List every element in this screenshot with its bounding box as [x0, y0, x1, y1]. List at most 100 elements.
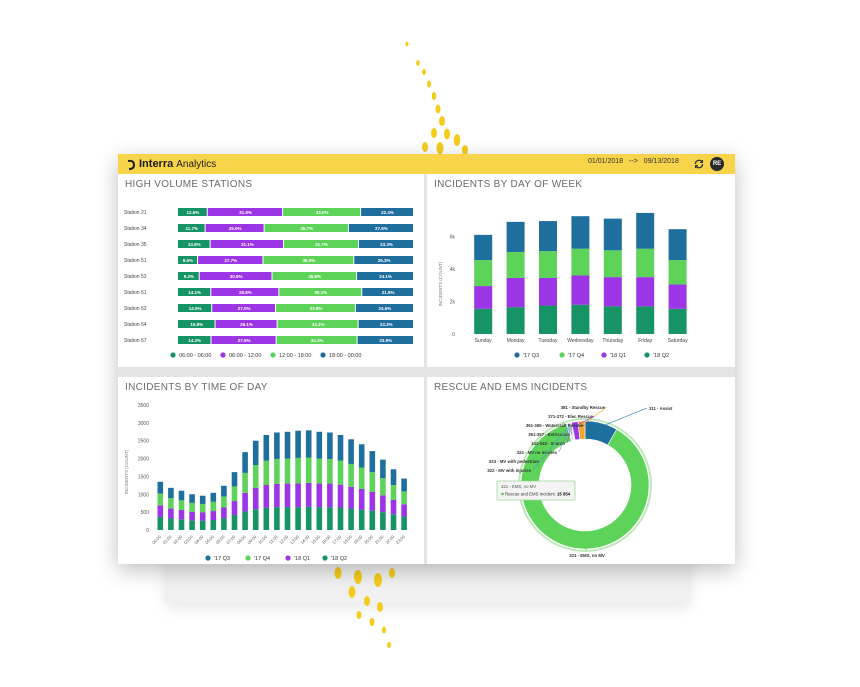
station-bar-label: 33.8%	[310, 306, 323, 311]
leader-line	[575, 415, 596, 427]
station-bar-segment	[178, 288, 211, 296]
legend-swatch	[644, 352, 650, 358]
decor-dot	[439, 116, 445, 126]
tod-bar-segment	[242, 452, 248, 473]
tod-bar-segment	[337, 435, 344, 461]
tod-bar-segment	[210, 511, 217, 520]
chart-high-volume-stations: Station 21 12.6% 31.9% 33.0% 22.4% Station 34…	[124, 208, 413, 359]
station-bar-segment	[263, 256, 354, 264]
station-label: Station 34	[124, 226, 147, 232]
tod-bar-segment	[284, 507, 291, 530]
tooltip-label: Rescue and EMS Incident:	[505, 492, 556, 497]
tooltip-value: 15 854	[557, 492, 571, 497]
date-range-picker[interactable]: 01/01/2018 --> 09/13/2018	[588, 158, 679, 165]
tooltip-title: 321 - EMS, no MV	[501, 484, 536, 489]
station-bar-segment	[358, 320, 413, 328]
legend-label: 06:00 - 06:00	[179, 353, 211, 359]
tod-bar-segment	[178, 490, 185, 501]
tod-bar-segment	[252, 487, 259, 510]
station-bar-segment	[178, 272, 199, 280]
dow-bar-segment	[571, 216, 590, 249]
brand[interactable]: Interra Analytics	[127, 157, 216, 171]
dow-bar-segment	[636, 306, 655, 334]
legend-swatch	[514, 352, 520, 358]
date-from[interactable]: 01/01/2018	[588, 158, 624, 165]
dow-bar-segment	[506, 307, 525, 334]
tod-bar-segment	[316, 431, 323, 459]
tod-bar-segment	[231, 472, 238, 487]
tooltip-bullet	[501, 492, 504, 496]
station-bar-segment	[272, 272, 357, 280]
station-bar-label: 12.6%	[187, 210, 200, 215]
station-bar-label: 27.6%	[238, 338, 251, 343]
tooltip-box	[496, 480, 576, 501]
decor-dot	[364, 596, 370, 606]
brand-subtitle: Analytics	[176, 158, 217, 170]
tod-bar-segment	[358, 509, 365, 530]
refresh-icon[interactable]	[692, 157, 706, 171]
tod-bar-segment	[178, 500, 185, 510]
x-tick-label: 03:00	[183, 534, 194, 545]
tod-bar-segment	[210, 492, 217, 502]
decor-dot	[416, 60, 420, 66]
station-bar-label: 25.3%	[378, 258, 391, 263]
date-to[interactable]: 09/13/2018	[643, 158, 679, 165]
tod-bar-segment	[189, 520, 195, 530]
legend-label: 06:00 - 12:00	[229, 353, 261, 359]
station-bar-segment	[178, 304, 212, 312]
tod-bar-segment	[401, 504, 407, 517]
x-tick-label: 11:00	[268, 534, 279, 545]
legend-label: '18 Q1	[294, 556, 310, 562]
tod-bar-segment	[157, 481, 164, 494]
station-bar-segment	[355, 304, 413, 312]
station-bar-label: 27.6%	[375, 226, 388, 231]
tod-bar-segment	[295, 483, 301, 508]
date-arrow: -->	[629, 158, 638, 165]
slice-label: 311 - Assist	[649, 406, 673, 411]
tod-bar-segment	[348, 508, 354, 530]
station-bar-segment	[357, 272, 413, 280]
station-bar-label: 31.1%	[241, 242, 254, 247]
station-bar-label: 25.0%	[229, 226, 242, 231]
tod-bar-segment	[380, 478, 386, 496]
decor-dot	[334, 567, 342, 579]
station-bar-segment	[211, 336, 276, 344]
dow-bar-segment	[636, 277, 655, 307]
x-tick-label: Tuesday	[539, 338, 558, 344]
leader-line	[566, 426, 571, 444]
y-tick-label: 500	[141, 510, 150, 516]
station-bar-segment	[276, 304, 355, 312]
decor-dot	[436, 142, 444, 154]
tod-bar-segment	[369, 510, 376, 530]
decor-dot	[382, 626, 386, 634]
tod-bar-segment	[327, 458, 333, 484]
x-tick-label: Wednesday	[567, 338, 594, 344]
tod-bar-segment	[327, 507, 333, 530]
dow-bar-segment	[668, 260, 687, 285]
panel-title: HIGH VOLUME STATIONS	[125, 179, 253, 190]
station-label: Station 53	[124, 274, 147, 280]
x-tick-label: Saturday	[668, 338, 689, 344]
station-label: Station 51	[124, 258, 147, 264]
x-tick-label: 14:00	[299, 534, 310, 545]
tod-bar-segment	[358, 467, 365, 489]
legend-label: 12:00 - 18:00	[279, 353, 311, 359]
dow-bar-segment	[603, 306, 622, 334]
legend-swatch	[170, 352, 176, 358]
y-tick-label: 2k	[450, 300, 456, 306]
station-bar-label: 35.8%	[308, 274, 321, 279]
tod-bar-segment	[369, 451, 376, 473]
y-tick-label: 3000	[138, 421, 149, 427]
tod-bar-segment	[221, 485, 227, 497]
tod-bar-segment	[189, 511, 195, 521]
station-bar-label: 23.3%	[380, 242, 393, 247]
station-bar-label: 24.1%	[379, 274, 392, 279]
slice-label: 341-343 - Search	[531, 441, 565, 446]
y-tick-label: 3500	[138, 403, 149, 409]
station-bar-label: 27.7%	[224, 258, 237, 263]
dow-bar-segment	[539, 251, 557, 278]
tod-bar-segment	[263, 485, 270, 508]
legend-swatch	[245, 555, 251, 561]
user-avatar[interactable]: RE	[710, 157, 724, 171]
